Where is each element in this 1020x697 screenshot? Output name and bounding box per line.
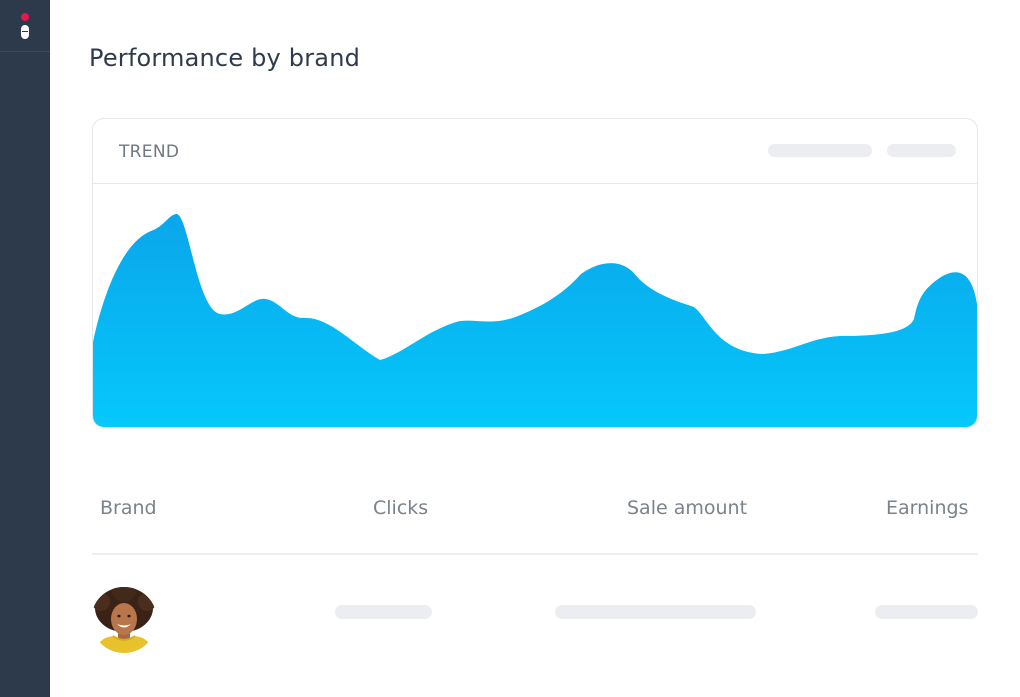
page-title: Performance by brand [89, 44, 361, 72]
column-header-sale-amount[interactable]: Sale amount [627, 497, 748, 519]
row-placeholder-earnings [875, 605, 978, 619]
sidebar [0, 0, 50, 697]
user-avatar [91, 587, 157, 653]
trend-area-chart [93, 214, 977, 427]
header-placeholder-pill [887, 144, 956, 157]
trend-card: TREND [92, 118, 978, 428]
sidebar-header [0, 0, 50, 52]
header-placeholder-pill [768, 144, 872, 157]
trend-card-title: TREND [119, 142, 180, 162]
logo-stem [21, 25, 29, 39]
table-header-divider [92, 553, 978, 555]
column-header-brand[interactable]: Brand [100, 497, 157, 519]
column-header-clicks[interactable]: Clicks [373, 497, 429, 519]
row-placeholder-sale-amount [555, 605, 756, 619]
trend-area [93, 214, 977, 427]
brand-logo-icon[interactable] [19, 13, 31, 41]
column-header-earnings[interactable]: Earnings [886, 497, 969, 519]
trend-card-header: TREND [93, 119, 977, 184]
row-placeholder-clicks [335, 605, 432, 619]
logo-dot [21, 13, 29, 21]
